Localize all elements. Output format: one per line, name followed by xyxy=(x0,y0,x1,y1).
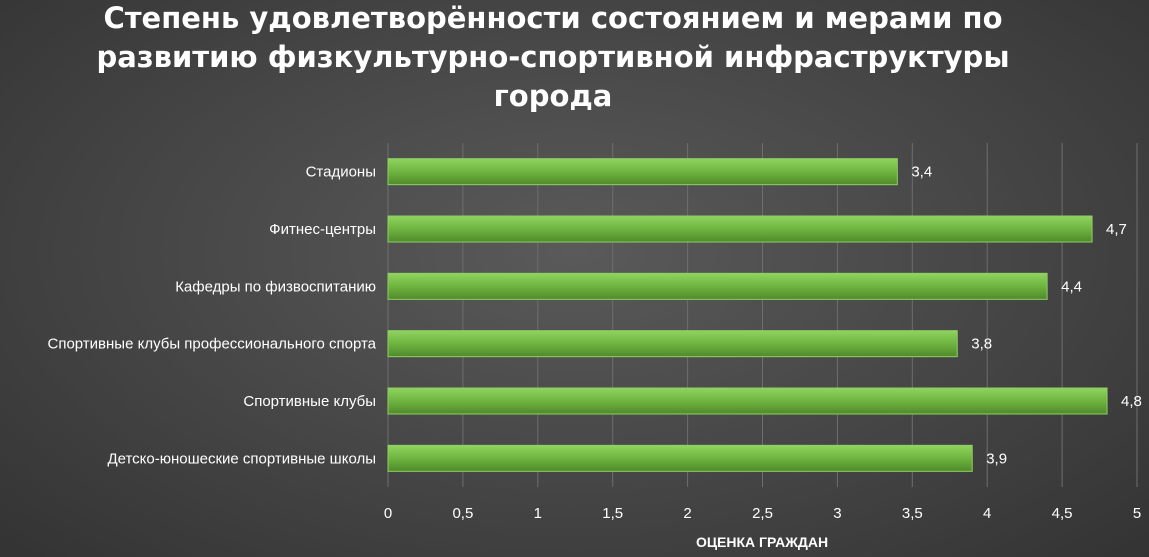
category-label: Кафедры по физвоспитанию xyxy=(175,278,376,295)
category-labels: Стадионы Фитнес-центры Кафедры по физвоспи… xyxy=(48,164,377,468)
x-tick-label: 0,5 xyxy=(452,505,473,522)
x-tick-label: 4,5 xyxy=(1052,505,1073,522)
chart-title: Степень удовлетворённости состоянием и м… xyxy=(96,1,1009,113)
bar xyxy=(387,272,1048,300)
data-label: 3,9 xyxy=(986,450,1007,467)
x-tick-label: 0 xyxy=(384,505,392,522)
chart-title-line-2: развитию физкультурно-спортивной инфраст… xyxy=(96,40,1009,74)
x-tick-labels: 0 0,5 1 1,5 2 2,5 3 3,5 4 4,5 5 xyxy=(384,505,1141,522)
gridlines xyxy=(387,143,1138,487)
x-tick-label: 3 xyxy=(833,505,841,522)
chart-title-line-3: города xyxy=(494,79,613,113)
data-label: 4,7 xyxy=(1106,221,1127,238)
category-label: Фитнес-центры xyxy=(269,221,376,238)
x-tick-label: 5 xyxy=(1133,505,1141,522)
data-labels: 3,4 4,7 4,4 3,8 4,8 3,9 xyxy=(911,164,1142,468)
x-tick-label: 1 xyxy=(534,505,542,522)
x-tick-label: 3,5 xyxy=(902,505,923,522)
category-label: Стадионы xyxy=(306,164,376,181)
category-label: Спортивные клубы профессионального спорт… xyxy=(48,336,377,353)
chart-title-line-1: Степень удовлетворённости состоянием и м… xyxy=(103,1,1002,35)
bar xyxy=(387,387,1108,415)
bar xyxy=(387,330,958,358)
data-label: 3,8 xyxy=(971,336,992,353)
bar xyxy=(387,444,973,472)
bars xyxy=(387,158,1108,472)
data-label: 4,8 xyxy=(1121,393,1142,410)
x-axis-title: ОЦЕНКА ГРАЖДАН xyxy=(696,534,828,550)
x-tick-label: 2,5 xyxy=(752,505,773,522)
bar xyxy=(387,215,1093,243)
bar xyxy=(387,158,898,186)
category-label: Детско-юношеские спортивные школы xyxy=(107,450,376,467)
data-label: 4,4 xyxy=(1061,278,1082,295)
data-label: 3,4 xyxy=(911,164,932,181)
category-label: Спортивные клубы xyxy=(243,393,376,410)
x-tick-label: 2 xyxy=(683,505,691,522)
x-tick-label: 4 xyxy=(983,505,991,522)
x-tick-label: 1,5 xyxy=(602,505,623,522)
